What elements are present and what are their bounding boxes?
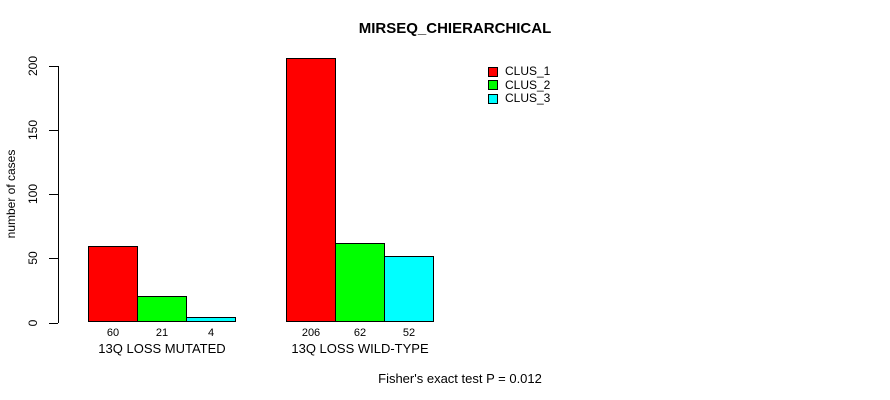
y-axis-title: number of cases	[4, 149, 18, 239]
bar-value-label: 206	[301, 327, 321, 339]
y-axis-tick	[49, 322, 58, 324]
bar	[88, 245, 138, 323]
legend-item: CLUS_2	[488, 77, 551, 93]
bar	[335, 242, 385, 323]
y-axis-tick-label: 0	[26, 319, 40, 326]
bar	[137, 295, 187, 323]
y-axis-tick-label: 150	[26, 120, 40, 141]
y-axis-tick-label: 200	[26, 55, 40, 77]
category-label: 13Q LOSS MUTATED	[98, 341, 226, 356]
chart-title: MIRSEQ_CHIERARCHICAL	[358, 20, 552, 37]
bar	[286, 58, 336, 323]
legend-swatch	[488, 93, 498, 104]
y-axis-tick	[49, 66, 58, 67]
bar-value-label: 4	[207, 327, 215, 339]
legend-swatch	[488, 66, 498, 77]
legend: CLUS_1 CLUS_2 CLUS_3	[488, 64, 551, 106]
bar	[384, 255, 434, 323]
category-label: 13Q LOSS WILD-TYPE	[291, 341, 429, 356]
y-axis-tick-label: 100	[26, 184, 40, 205]
bar-value-label: 62	[353, 327, 367, 339]
bar-value-label: 52	[402, 327, 416, 339]
annotation-text: Fisher's exact test P = 0.012	[378, 371, 542, 386]
bar-value-label: 60	[106, 327, 120, 339]
bar	[186, 317, 236, 323]
legend-label: CLUS_3	[505, 91, 551, 105]
bar-value-label: 21	[155, 327, 169, 339]
legend-item: CLUS_1	[488, 64, 551, 79]
legend-item: CLUS_3	[488, 91, 551, 106]
legend-label: CLUS_1	[505, 64, 551, 78]
y-axis-tick	[49, 194, 58, 196]
legend-swatch	[488, 80, 498, 91]
y-axis-tick	[49, 258, 58, 260]
y-axis-line	[58, 66, 59, 323]
y-axis-tick	[49, 130, 58, 132]
legend-label: CLUS_2	[505, 77, 551, 92]
y-axis-tick-label: 50	[26, 251, 40, 266]
